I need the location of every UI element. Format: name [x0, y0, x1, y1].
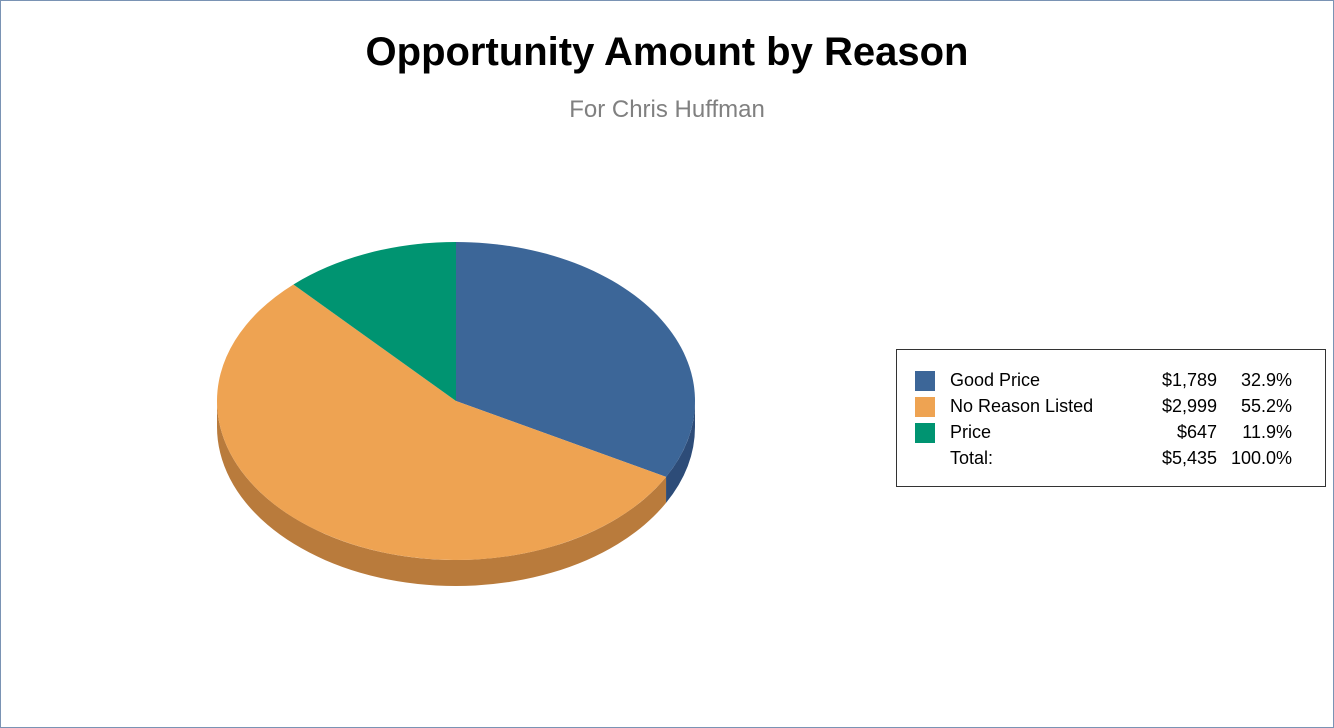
- legend-percent: 11.9%: [1242, 422, 1292, 442]
- legend-total-percent: 100.0%: [1230, 448, 1292, 468]
- pie-slice-side: [666, 401, 695, 503]
- legend-label: Price: [950, 422, 992, 442]
- legend: Good Price $1,789 32.9% No Reason Listed…: [896, 349, 1326, 487]
- pie-slice: [217, 284, 667, 560]
- pie-slice: [456, 242, 695, 477]
- legend-row-price: Price $647 11.9%: [897, 420, 1325, 446]
- legend-label: No Reason Listed: [950, 396, 1094, 416]
- pie-slice-side: [217, 401, 667, 586]
- legend-row-good-price: Good Price $1,789 32.9%: [897, 368, 1325, 394]
- chart-subtitle: For Chris Huffman: [569, 96, 765, 123]
- legend-total-label: Total:: [950, 448, 994, 468]
- legend-value: $647: [1176, 422, 1217, 442]
- legend-total-value: $5,435: [1161, 448, 1217, 468]
- legend-percent: 32.9%: [1240, 370, 1292, 390]
- legend-swatch: [915, 397, 935, 417]
- legend-swatch: [915, 423, 935, 443]
- legend-row-total: Total: $5,435 100.0%: [897, 446, 1325, 472]
- legend-value: $2,999: [1161, 396, 1217, 416]
- legend-value: $1,789: [1161, 370, 1217, 390]
- legend-label: Good Price: [950, 370, 1041, 390]
- legend-swatch: [915, 371, 935, 391]
- pie-sides: [217, 401, 695, 586]
- legend-row-no-reason-listed: No Reason Listed $2,999 55.2%: [897, 394, 1325, 420]
- legend-percent: 55.2%: [1240, 396, 1292, 416]
- pie-slice: [293, 242, 456, 401]
- chart-title: Opportunity Amount by Reason: [365, 30, 969, 74]
